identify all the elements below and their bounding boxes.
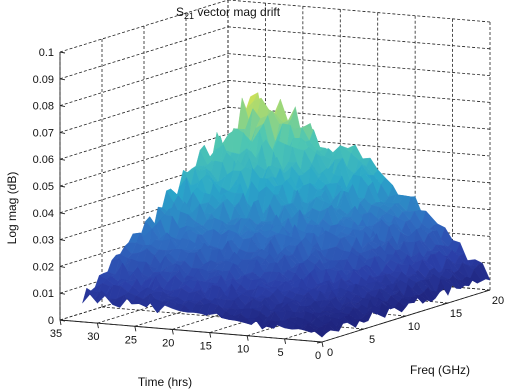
z-tick-mark bbox=[59, 319, 66, 322]
y-tick-mark bbox=[246, 335, 249, 341]
y-tick-mark bbox=[209, 332, 212, 338]
x-tick-label: 5 bbox=[369, 334, 375, 346]
z-tick-label: 0.05 bbox=[33, 181, 54, 193]
z-tick-mark bbox=[59, 78, 66, 81]
z-tick-label: 0.02 bbox=[33, 261, 54, 273]
grid-line-z-side bbox=[227, 133, 491, 157]
z-tick-mark bbox=[59, 239, 66, 242]
z-tick-mark bbox=[59, 212, 66, 215]
y-tick-label: 30 bbox=[87, 331, 99, 343]
z-tick-label: 0.06 bbox=[33, 154, 54, 166]
chart-title: S21 vector mag drift bbox=[176, 5, 281, 21]
y-tick-label: 35 bbox=[50, 328, 62, 340]
y-tick-label: 10 bbox=[237, 344, 249, 356]
z-tick-label: 0.08 bbox=[33, 101, 54, 113]
z-tick-mark bbox=[59, 158, 66, 161]
x-tick-label: 15 bbox=[450, 308, 462, 320]
z-tick-mark bbox=[59, 131, 66, 134]
z-tick-mark bbox=[59, 292, 66, 295]
chart-title-main: S bbox=[176, 5, 184, 19]
grid-line-z-side bbox=[227, 80, 491, 103]
x-tick-mark bbox=[442, 302, 449, 305]
y-tick-label: 0 bbox=[315, 350, 321, 362]
z-tick-mark bbox=[59, 51, 66, 54]
y-tick-label: 5 bbox=[278, 347, 284, 359]
chart-title-subscript: 21 bbox=[184, 11, 194, 21]
grid-line-z-back bbox=[59, 53, 229, 106]
surface-patch bbox=[314, 329, 327, 338]
y-tick-mark bbox=[134, 326, 137, 332]
surface bbox=[82, 91, 491, 338]
x-tick-label: 10 bbox=[408, 321, 420, 333]
x-tick-mark bbox=[484, 289, 491, 292]
y-tick-label: 20 bbox=[162, 337, 174, 349]
x-tick-label: 0 bbox=[327, 347, 333, 359]
x-tick-mark bbox=[316, 341, 323, 344]
y-tick-mark bbox=[96, 323, 99, 329]
y-tick-label: 25 bbox=[125, 334, 137, 346]
y-tick-mark bbox=[59, 319, 62, 326]
z-tick-label: 0.07 bbox=[33, 127, 54, 139]
y-tick-label: 15 bbox=[200, 341, 212, 353]
grid-line-z-side bbox=[227, 26, 491, 50]
grid-line-z-back bbox=[59, 133, 229, 187]
y-axis-line bbox=[59, 319, 323, 343]
x-tick-label: 20 bbox=[492, 295, 504, 307]
z-tick-label: 0.03 bbox=[33, 235, 54, 247]
y-tick-mark bbox=[284, 338, 287, 344]
grid-line-z-side bbox=[227, 106, 491, 130]
x-tick-mark bbox=[358, 328, 365, 331]
y-tick-mark bbox=[171, 329, 174, 335]
z-tick-label: 0.1 bbox=[39, 47, 54, 59]
axes bbox=[59, 51, 491, 348]
x-axis-label: Freq (GHz) bbox=[410, 363, 470, 377]
chart-title-rest: vector mag drift bbox=[194, 5, 281, 19]
grid-line-z-side bbox=[227, 0, 491, 23]
grid-line-z-side bbox=[227, 53, 491, 76]
z-tick-mark bbox=[59, 185, 66, 188]
z-tick-label: 0.04 bbox=[33, 208, 54, 220]
z-tick-label: 0 bbox=[48, 315, 54, 327]
x-tick-mark bbox=[400, 315, 407, 318]
y-axis-label: Time (hrs) bbox=[138, 375, 192, 389]
z-tick-label: 0.09 bbox=[33, 74, 54, 86]
z-tick-label: 0.01 bbox=[33, 288, 54, 300]
z-axis-label: Log mag (dB) bbox=[5, 172, 19, 245]
z-tick-mark bbox=[59, 265, 66, 268]
title-group: S21 vector mag drift bbox=[176, 5, 281, 21]
y-tick-mark bbox=[321, 341, 324, 348]
z-tick-mark bbox=[59, 105, 66, 108]
